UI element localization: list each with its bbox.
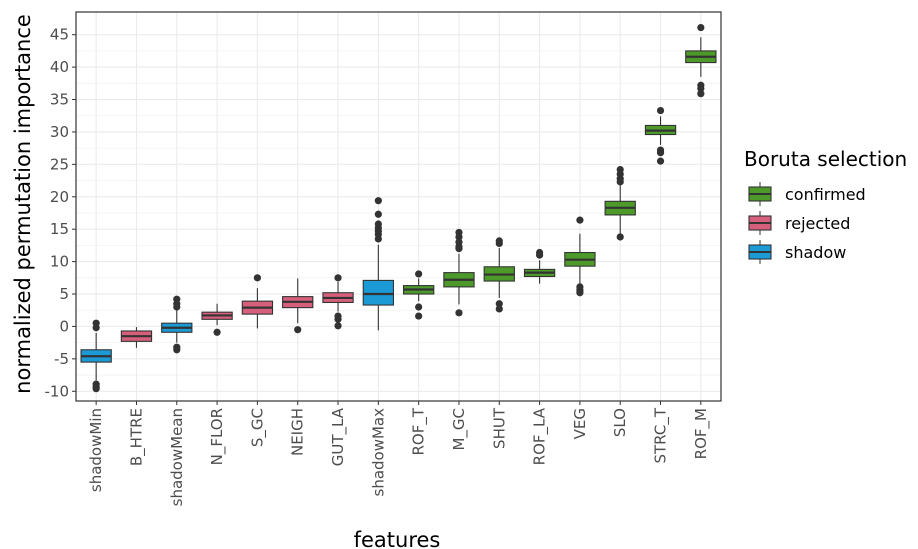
legend-label: confirmed [785,185,866,204]
x-tick-label: STRC_T [652,407,671,463]
y-tick-label: 30 [50,123,69,141]
minor-gridlines [76,50,721,376]
outlier-point [374,235,382,243]
legend-entry-rejected: rejected [748,211,850,235]
outlier-point [495,239,503,248]
outlier-point [495,305,503,313]
outlier-point [253,274,262,282]
box-shadowMin [80,319,112,393]
box-iqr [362,279,395,306]
outlier-point [374,197,382,205]
box-ROF_M [685,23,717,98]
box-SLO [604,165,636,241]
box-N_FLOR [201,303,233,336]
outlier-point [415,303,423,311]
outlier-point [576,216,584,224]
y-axis-title: normalized permutation importance [11,14,35,394]
outlier-point [334,315,342,323]
x-tick-label: shadowMax [369,408,387,497]
legend-entry-confirmed: confirmed [748,182,866,206]
box-GUT_LA [322,274,354,330]
outlier-point [656,106,665,115]
legend: Boruta selection confirmed rejected shadow [744,147,907,264]
y-tick-label: -10 [45,382,70,400]
outlier-point [415,270,423,278]
outlier-point [415,312,423,320]
outlier-point [334,274,342,282]
x-tick-label: SHUT [490,407,508,449]
box-NEIGH [282,278,314,334]
y-tick-label: -5 [54,350,69,368]
y-tick-label: 45 [50,26,69,44]
x-tick-label: VEG [571,408,589,439]
y-tick-label: 0 [59,317,69,335]
x-tick-label: M_GC [450,408,469,451]
x-axis-ticks: shadowMin B_HTRE shadowMean N_FLOR S_GC NEIGH… [87,401,711,506]
y-axis-ticks: -10 -5 0 5 10 15 20 25 30 35 40 45 [45,26,76,400]
outlier-point [697,90,705,98]
box-ROF_T [402,270,435,320]
legend-label: rejected [785,214,850,233]
x-tick-label: S_GC [248,408,267,447]
x-tick-label: ROF_T [410,407,429,455]
y-tick-label: 25 [50,155,69,173]
y-tick-label: 10 [50,253,69,271]
x-tick-label: B_HTRE [127,408,146,466]
legend-title: Boruta selection [744,147,907,171]
outlier-point [616,233,624,241]
y-tick-label: 15 [50,220,69,238]
box-SHUT [483,237,515,313]
outlier-point [656,157,665,165]
outlier-point [616,178,624,186]
plot-panel-border [75,11,722,402]
outlier-point [294,326,302,334]
outlier-point [92,324,100,332]
outlier-point [535,251,544,259]
outlier-point [455,233,463,241]
box-shadowMax [362,197,395,331]
outlier-point [495,300,503,308]
x-tick-label: shadowMin [87,408,105,492]
x-axis-title: features [354,528,441,549]
major-gridlines [76,12,721,401]
outlier-point [173,346,181,354]
box-shadowMean [161,295,193,354]
x-tick-label: N_FLOR [208,408,227,465]
x-tick-label: ROF_M [692,408,711,459]
legend-label: shadow [785,243,846,262]
box-M_GC [443,228,475,317]
box-S_GC [241,274,274,329]
x-tick-label: NEIGH [289,408,307,456]
box-ROF_LA [523,248,556,284]
outlier-point [92,385,100,393]
outlier-point [697,23,705,32]
outlier-point [213,328,221,336]
outlier-point [334,322,342,330]
outlier-point [455,245,463,253]
outlier-point [656,149,665,157]
y-tick-label: 40 [50,58,69,76]
y-tick-label: 5 [59,285,69,303]
x-tick-label: SLO [611,408,629,437]
outlier-point [455,309,463,317]
boxplot-series [80,23,717,393]
y-tick-label: 20 [50,188,69,206]
box-B_HTRE [120,327,153,348]
x-tick-label: ROF_LA [531,407,550,465]
box-STRC_T [644,106,677,165]
outlier-point [173,303,181,311]
x-tick-label: GUT_LA [329,407,348,466]
outlier-point [697,84,705,93]
box-VEG [564,216,596,297]
outlier-point [374,210,382,218]
legend-entry-shadow: shadow [748,240,846,264]
x-tick-label: shadowMean [168,408,186,506]
outlier-point [576,289,584,297]
y-tick-label: 35 [50,91,69,109]
